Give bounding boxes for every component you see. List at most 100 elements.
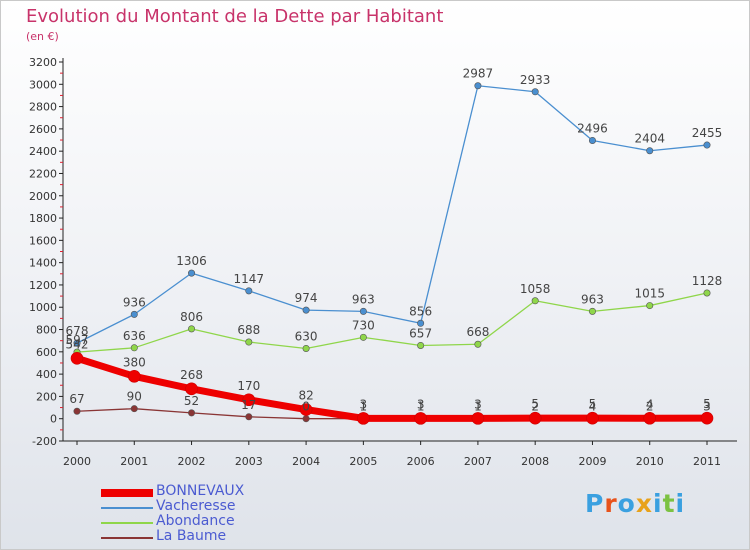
data-point-vacheresse — [531, 88, 539, 96]
data-point-bonnevaux — [357, 412, 370, 425]
data-label-bonnevaux: 542 — [66, 337, 89, 351]
data-point-la-baume — [245, 413, 253, 421]
data-point-vacheresse — [588, 136, 596, 144]
x-tick-label: 2006 — [407, 455, 435, 468]
data-point-bonnevaux — [127, 370, 141, 383]
data-label-bonnevaux: 3 — [474, 397, 482, 411]
data-point-vacheresse — [302, 306, 310, 314]
data-label-abondance: 688 — [237, 323, 260, 337]
data-label-bonnevaux: 268 — [180, 368, 203, 382]
data-label-vacheresse: 678 — [66, 324, 89, 338]
data-label-abondance: 657 — [409, 326, 432, 340]
x-tick-label: 2005 — [349, 455, 377, 468]
logo-letter: o — [617, 489, 636, 518]
data-point-vacheresse — [474, 82, 482, 90]
x-tick-label: 2010 — [636, 455, 664, 468]
data-point-la-baume — [188, 409, 196, 417]
data-point-vacheresse — [359, 307, 367, 315]
data-label-la-baume: 67 — [69, 392, 84, 406]
logo-letter: i — [675, 489, 686, 518]
data-label-bonnevaux: 3 — [360, 397, 368, 411]
proxiti-logo: Proxiti — [585, 489, 685, 518]
data-label-la-baume: 0 — [302, 400, 310, 414]
data-label-vacheresse: 963 — [352, 292, 375, 306]
data-point-bonnevaux — [185, 382, 198, 396]
series-line-vacheresse — [76, 85, 708, 344]
data-label-la-baume: 1 — [417, 400, 425, 414]
x-tick-label: 2011 — [693, 455, 721, 468]
data-label-vacheresse: 2404 — [634, 132, 665, 146]
data-label-vacheresse: 2987 — [463, 67, 494, 81]
data-label-abondance: 630 — [295, 329, 318, 343]
x-tick-label: 2004 — [292, 455, 320, 468]
y-tick-label: 2200 — [29, 167, 57, 180]
data-label-la-baume: 17 — [241, 398, 256, 412]
logo-letter: r — [604, 489, 618, 518]
data-label-abondance: 1128 — [692, 274, 723, 288]
x-tick-label: 2000 — [63, 455, 91, 468]
y-tick-label: 1800 — [29, 212, 57, 225]
data-point-abondance — [703, 289, 711, 297]
y-tick-label: 400 — [36, 368, 57, 381]
data-label-bonnevaux: 380 — [123, 355, 146, 369]
data-label-bonnevaux: 4 — [646, 397, 654, 411]
data-label-la-baume: 1 — [474, 400, 482, 414]
data-point-bonnevaux — [643, 411, 657, 425]
data-label-bonnevaux: 5 — [531, 397, 539, 411]
legend-label: Vacheresse — [156, 498, 236, 514]
data-label-la-baume: 2 — [646, 399, 654, 413]
x-tick-label: 2009 — [578, 455, 606, 468]
data-point-bonnevaux — [70, 351, 84, 365]
legend-swatch — [101, 522, 153, 524]
data-point-abondance — [188, 325, 196, 333]
data-label-abondance: 730 — [352, 318, 375, 332]
data-label-la-baume: 4 — [589, 399, 597, 413]
x-tick-label: 2007 — [464, 455, 492, 468]
data-label-abondance: 1015 — [634, 287, 665, 301]
data-point-vacheresse — [73, 339, 81, 347]
x-tick-label: 2008 — [521, 455, 549, 468]
data-point-la-baume — [130, 405, 138, 413]
data-label-bonnevaux: 82 — [298, 389, 313, 403]
x-tick-label: 2003 — [235, 455, 263, 468]
data-label-vacheresse: 1147 — [234, 272, 265, 286]
data-point-bonnevaux — [471, 412, 485, 425]
data-point-vacheresse — [646, 147, 654, 155]
data-label-abondance: 668 — [466, 325, 489, 339]
data-point-vacheresse — [417, 319, 425, 327]
legend-swatch — [101, 507, 153, 509]
y-tick-label: 2800 — [29, 101, 57, 114]
data-label-bonnevaux: 5 — [703, 397, 711, 411]
y-tick-label: 2400 — [29, 145, 57, 158]
data-label-vacheresse: 2933 — [520, 73, 551, 87]
y-tick-label: 600 — [36, 346, 57, 359]
data-point-bonnevaux — [586, 411, 599, 425]
data-point-la-baume — [73, 407, 81, 415]
data-label-la-baume: 52 — [184, 394, 199, 408]
data-label-abondance: 597 — [66, 333, 89, 347]
logo-letter: i — [653, 489, 663, 518]
data-point-bonnevaux — [414, 412, 427, 425]
data-label-vacheresse: 2496 — [577, 121, 608, 135]
data-point-abondance — [474, 340, 482, 348]
data-point-abondance — [646, 302, 654, 310]
data-point-la-baume — [302, 415, 310, 423]
series-line-abondance — [76, 292, 708, 353]
y-tick-label: 2000 — [29, 190, 57, 203]
legend-label: BONNEVAUX — [156, 483, 245, 499]
data-point-abondance — [130, 344, 138, 352]
data-label-vacheresse: 2455 — [692, 126, 723, 140]
data-label-la-baume: 2 — [531, 399, 539, 413]
data-point-bonnevaux — [528, 411, 542, 425]
data-label-bonnevaux: 170 — [237, 379, 260, 393]
y-tick-label: 1200 — [29, 279, 57, 292]
data-point-abondance — [245, 338, 253, 346]
data-label-vacheresse: 856 — [409, 304, 432, 318]
data-point-bonnevaux — [242, 393, 256, 407]
y-tick-label: 2600 — [29, 123, 57, 136]
chart-subtitle: (en €) — [26, 30, 59, 43]
data-point-bonnevaux — [299, 403, 313, 416]
data-label-abondance: 806 — [180, 310, 203, 324]
